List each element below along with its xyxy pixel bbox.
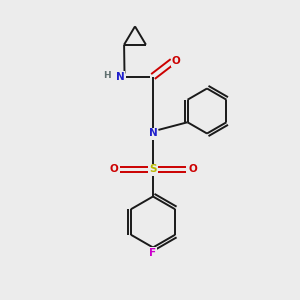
Text: O: O (172, 56, 181, 66)
Text: H: H (103, 70, 110, 80)
Text: O: O (188, 164, 197, 175)
Text: F: F (149, 248, 157, 258)
Text: N: N (148, 128, 158, 139)
Text: S: S (149, 164, 157, 175)
Text: O: O (109, 164, 118, 175)
Text: N: N (116, 71, 124, 82)
